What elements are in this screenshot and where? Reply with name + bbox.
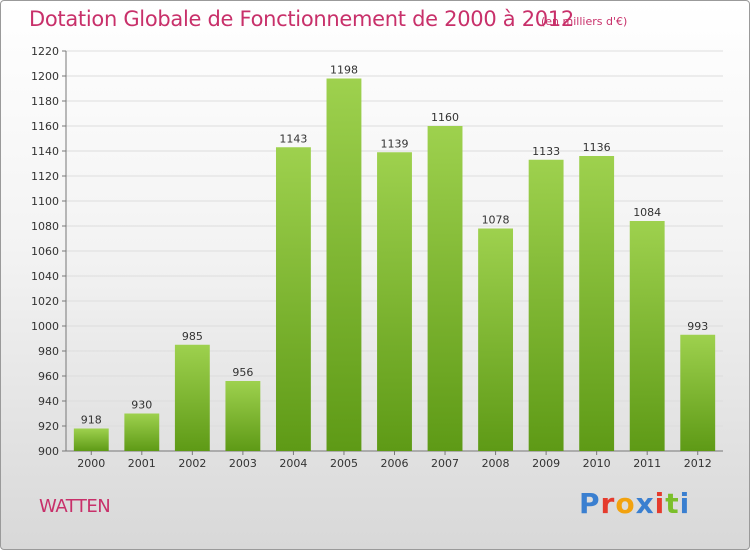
data-label: 985 (182, 330, 203, 343)
x-tick-label: 2001 (128, 457, 156, 470)
y-tick-label: 1200 (31, 70, 59, 83)
data-label: 1078 (482, 214, 510, 227)
data-label: 1133 (532, 145, 560, 158)
data-label: 1084 (633, 206, 661, 219)
bar (124, 413, 160, 451)
unit-label: (en milliers d'€) (541, 15, 628, 28)
y-tick-label: 900 (38, 445, 59, 458)
proxiti-logo[interactable]: Proxiti (579, 487, 690, 520)
data-label: 1198 (330, 64, 358, 77)
data-label: 930 (131, 399, 152, 412)
data-label: 993 (687, 320, 708, 333)
x-tick-label: 2004 (279, 457, 307, 470)
bar (427, 126, 463, 451)
y-tick-label: 1100 (31, 195, 59, 208)
y-tick-label: 1040 (31, 270, 59, 283)
bar (326, 78, 362, 451)
y-tick-label: 1000 (31, 320, 59, 333)
x-tick-label: 2007 (431, 457, 459, 470)
tick-labels: 900 920 940 960 980 1000 1020 1040 1060 1080 1100 1… (31, 45, 712, 470)
logo-letter: P (579, 487, 601, 520)
y-tick-label: 1160 (31, 120, 59, 133)
data-label: 1139 (381, 137, 409, 150)
y-tick-label: 1140 (31, 145, 59, 158)
y-tick-label: 1080 (31, 220, 59, 233)
bar (275, 147, 311, 451)
x-tick-label: 2006 (381, 457, 409, 470)
logo-letter: x (635, 487, 655, 520)
bar (629, 221, 665, 451)
y-tick-label: 920 (38, 420, 59, 433)
x-tick-label: 2000 (77, 457, 105, 470)
bars (73, 78, 716, 451)
y-tick-label: 1120 (31, 170, 59, 183)
data-label: 1160 (431, 111, 459, 124)
logo-letter: r (600, 487, 616, 520)
logo-letter: o (615, 487, 636, 520)
y-tick-label: 1020 (31, 295, 59, 308)
y-tick-label: 980 (38, 345, 59, 358)
data-label: 1136 (583, 141, 611, 154)
bar (73, 428, 109, 451)
data-label: 956 (232, 366, 253, 379)
bar (225, 381, 261, 451)
bar (478, 228, 514, 451)
bar (680, 334, 716, 451)
y-tick-label: 940 (38, 395, 59, 408)
data-labels: 918 930 985 956 1143 1198 1139 1160 1078 1133 1136… (81, 64, 708, 427)
logo-letter: i (679, 487, 691, 520)
y-tick-label: 1220 (31, 45, 59, 58)
x-tick-label: 2009 (532, 457, 560, 470)
y-tick-label: 1060 (31, 245, 59, 258)
logo-letter: t (665, 487, 680, 520)
y-tick-label: 960 (38, 370, 59, 383)
x-tick-label: 2010 (583, 457, 611, 470)
x-tick-label: 2011 (633, 457, 661, 470)
commune-name: WATTEN (39, 496, 111, 517)
x-tick-label: 2003 (229, 457, 257, 470)
bar (174, 344, 210, 451)
data-label: 918 (81, 414, 102, 427)
chart-title: Dotation Globale de Fonctionnement de 20… (29, 7, 574, 31)
x-tick-label: 2012 (684, 457, 712, 470)
bar (528, 159, 564, 451)
bar (579, 156, 615, 451)
logo-letter: i (654, 487, 666, 520)
x-tick-label: 2002 (178, 457, 206, 470)
bar (377, 152, 412, 451)
data-label: 1143 (279, 132, 307, 145)
x-tick-label: 2008 (482, 457, 510, 470)
x-tick-label: 2005 (330, 457, 358, 470)
y-tick-label: 1180 (31, 95, 59, 108)
